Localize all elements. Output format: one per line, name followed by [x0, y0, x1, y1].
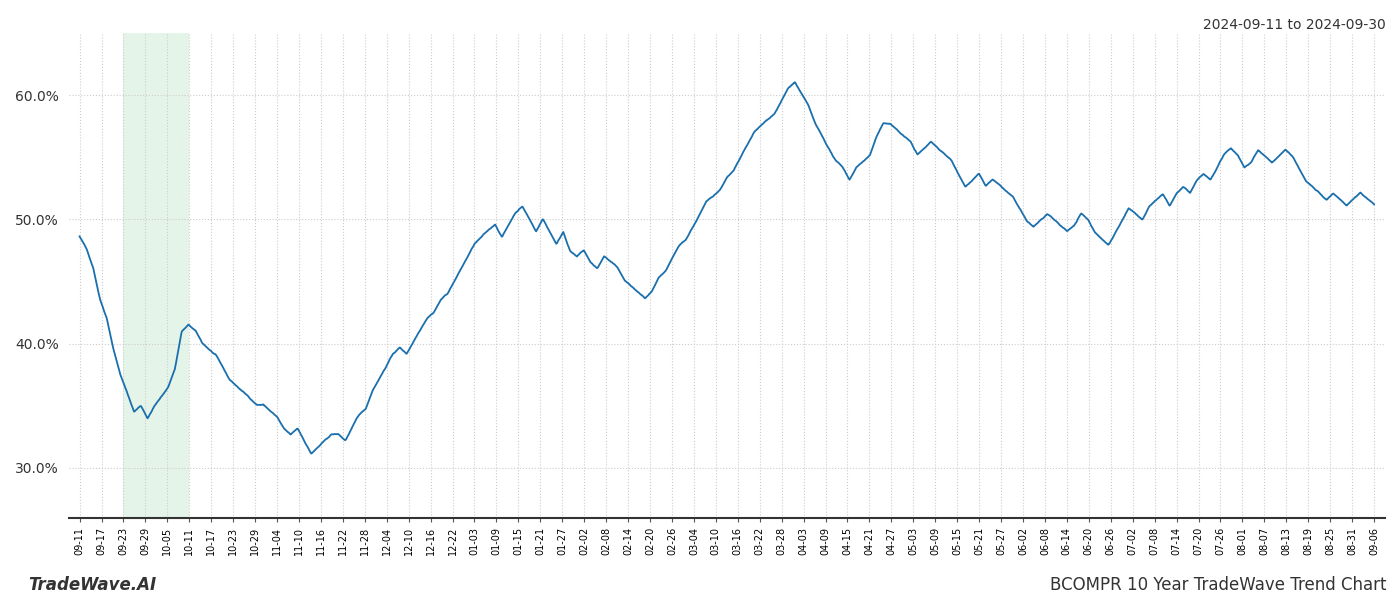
Text: 2024-09-11 to 2024-09-30: 2024-09-11 to 2024-09-30	[1203, 18, 1386, 32]
Text: TradeWave.AI: TradeWave.AI	[28, 576, 157, 594]
Text: BCOMPR 10 Year TradeWave Trend Chart: BCOMPR 10 Year TradeWave Trend Chart	[1050, 576, 1386, 594]
Bar	[123, 33, 189, 518]
